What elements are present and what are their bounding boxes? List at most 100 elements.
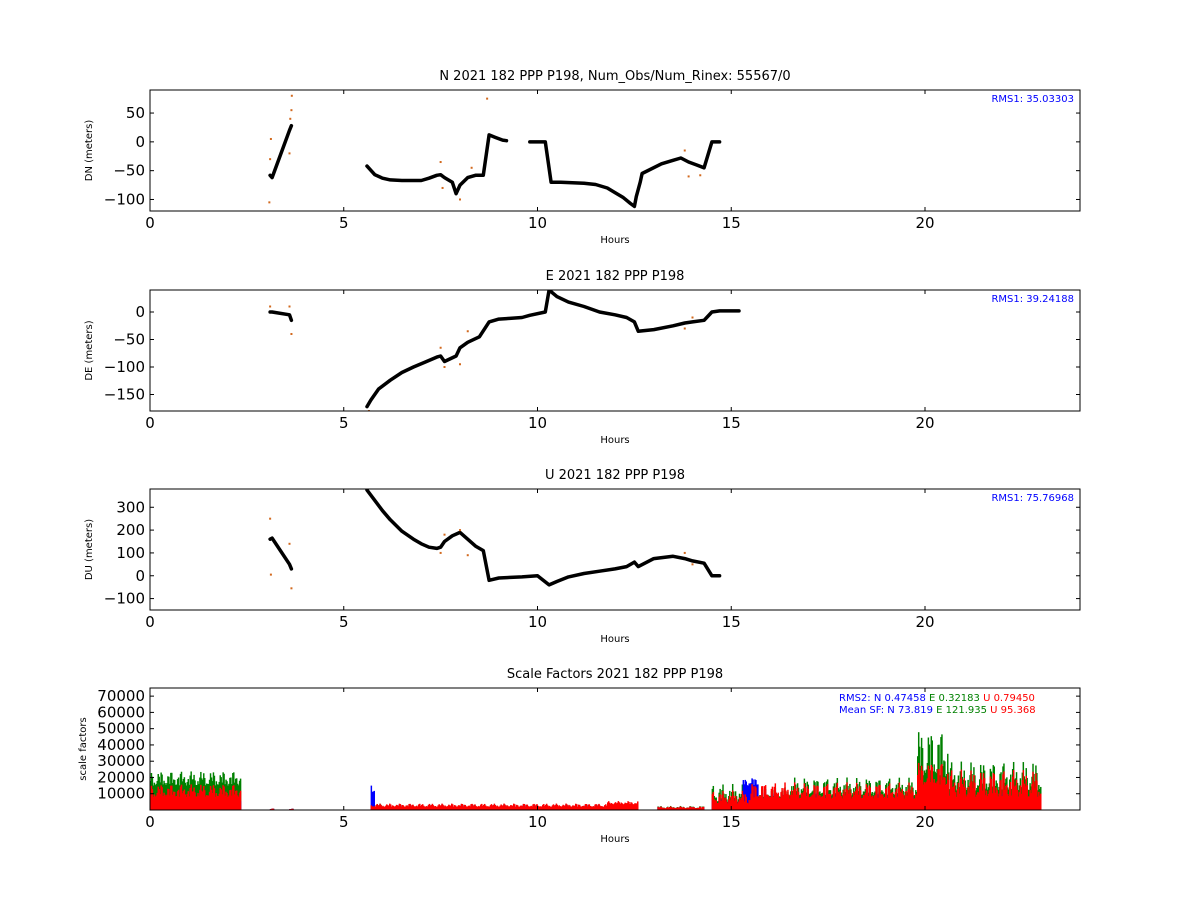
scale-factor-bar-U (456, 806, 459, 810)
scale-factor-bar-U (1002, 774, 1004, 810)
scale-factor-bar-U (571, 806, 573, 810)
scale-factor-bar-U (770, 788, 773, 810)
scale-factor-bar-U (390, 804, 392, 810)
scale-factor-bar-U (730, 800, 732, 810)
scale-factor-bar-U (602, 806, 604, 810)
scale-factor-bar-U (239, 790, 242, 810)
scale-factor-bar-U (540, 806, 542, 810)
scale-factor-bar-U (936, 781, 938, 810)
outlier-point (290, 333, 293, 335)
scale-factor-bar-U (855, 782, 858, 810)
scale-factor-bar-U (589, 805, 592, 810)
axes-frame (149, 488, 1081, 611)
scale-factor-bar-U (930, 764, 933, 810)
scale-factor-bar-U (605, 804, 607, 810)
scale-factor-bar-U (556, 804, 559, 810)
annotation-part: U 95.368 (987, 705, 1036, 716)
scale-factor-bar-U (464, 804, 467, 810)
scale-factor-bar-U (999, 781, 1001, 810)
scale-factor-bar-U (615, 803, 618, 810)
scale-factor-bar-U (760, 795, 762, 810)
scale-factor-bar-U (895, 788, 898, 810)
scale-factor-bar-U (691, 808, 693, 810)
scale-factor-bar-U (901, 789, 903, 810)
scale-factor-bar-U (413, 806, 415, 810)
scale-factor-bar-U (419, 803, 421, 810)
scale-factor-bar-U (459, 805, 462, 810)
y-tick-label: −100 (104, 190, 145, 208)
scale-factor-bar-U (688, 807, 690, 810)
scale-factor-bar-U (208, 791, 211, 810)
scale-factor-bar-U (1009, 786, 1011, 810)
scale-factor-bar-U (553, 805, 556, 810)
scale-factor-bar-U (167, 788, 169, 810)
scale-factor-bar-U (618, 802, 621, 810)
scale-factor-bar-U (581, 806, 584, 810)
scale-factor-bar-U (889, 793, 892, 810)
scale-factor-bar-U (1034, 788, 1036, 810)
scale-factor-bar-U (153, 794, 156, 810)
scale-factor-bar-U (968, 792, 970, 810)
scale-factor-bar-U (411, 804, 413, 810)
scale-factor-bar-U (842, 793, 844, 810)
scale-factor-bar-U (934, 782, 936, 810)
scale-factor-bar-U (495, 806, 498, 810)
scale-factor-bar-U (744, 794, 747, 810)
scale-factor-bar-U (151, 789, 154, 810)
outlier-point (290, 587, 293, 590)
outlier-point (268, 201, 271, 204)
scale-factor-bar-U (886, 797, 889, 810)
scale-factor-bar-U (382, 805, 384, 810)
scale-factor-bar-U (888, 783, 891, 810)
scale-factor-bar-U (796, 787, 799, 810)
scale-factor-bar-U (1021, 780, 1024, 810)
x-tick-label: 20 (915, 414, 934, 432)
scale-factor-bar-U (234, 794, 236, 810)
scale-factor-bar-U (613, 803, 616, 810)
scale-factor-bar-U (955, 796, 958, 810)
scale-factor-bar-U (544, 805, 546, 810)
scale-factor-bar-U (963, 778, 965, 810)
scale-factor-bar-U (700, 806, 702, 810)
scale-factor-bar-U (958, 793, 961, 810)
scale-factor-bar-U (792, 794, 794, 810)
scale-factor-bar-U (994, 792, 996, 810)
scale-factor-bar-U (971, 781, 973, 810)
scale-factor-bar-U (938, 769, 940, 810)
scale-factor-bar-U (900, 792, 902, 810)
scale-factor-bar-U (552, 804, 555, 810)
scale-factor-bar-U (778, 797, 780, 810)
scale-factor-bar-U (595, 804, 597, 810)
scale-factor-bar-U (928, 769, 931, 810)
scale-factor-bar-U (620, 802, 623, 810)
scale-factor-bar-U (156, 792, 158, 810)
scale-factor-bar-U (175, 796, 178, 810)
scale-factor-bar-U (822, 796, 824, 810)
scale-factor-bar-U (555, 803, 558, 810)
scale-factor-bar-U (434, 806, 437, 810)
scale-factor-bar-U (559, 806, 561, 810)
scale-factor-bar-U (960, 769, 963, 810)
scale-factor-bar-U (821, 796, 823, 810)
scale-factor-bar-U (388, 805, 390, 810)
x-tick-label: 10 (528, 813, 547, 831)
y-tick-label: 30000 (97, 752, 145, 770)
scale-factor-bar-U (549, 806, 552, 810)
scale-factor-bar-U (1026, 785, 1028, 810)
scale-factor-bar-U (527, 806, 530, 810)
annotation-part: E 121.935 (933, 705, 987, 716)
y-tick-label: 300 (116, 498, 145, 516)
scale-factor-bar-U (534, 806, 536, 810)
scale-factor-bar-U (941, 764, 943, 810)
scale-factor-bar-U (720, 800, 722, 810)
scale-factor-bar-U (271, 808, 274, 810)
scale-factor-bar-U (488, 806, 491, 810)
scale-factor-bar-U (150, 785, 153, 810)
scale-factor-bar-U (722, 790, 724, 810)
scale-factor-bar-U (921, 770, 924, 810)
scale-factor-bar-U (752, 786, 754, 810)
scale-factor-bar-U (954, 792, 957, 810)
scale-factor-bar-U (857, 794, 860, 810)
scale-factor-bar-U (747, 803, 749, 810)
scale-factor-bar-U (868, 785, 871, 810)
